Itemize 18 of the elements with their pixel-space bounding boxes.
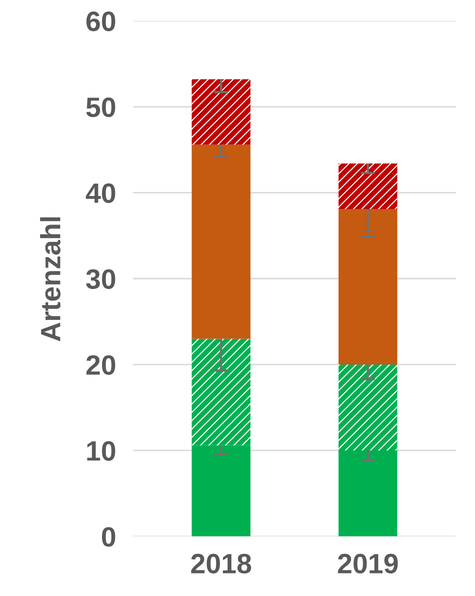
y-tick-label: 10	[87, 441, 116, 461]
y-tick-label: 20	[86, 355, 116, 375]
bar	[338, 450, 398, 536]
bar	[192, 338, 250, 446]
bar	[338, 163, 398, 210]
x-tick-label: 2018	[191, 554, 252, 574]
y-tick-label: 30	[86, 269, 116, 290]
bar	[338, 364, 398, 450]
y-axis-title: Artenzahl	[40, 217, 61, 342]
bar	[192, 144, 250, 339]
y-tick-label: 60	[86, 12, 116, 32]
y-tick-label: 40	[86, 183, 116, 204]
y-tick-label: 0	[102, 527, 116, 547]
x-tick-label: 2019	[338, 554, 398, 574]
bar	[338, 209, 398, 365]
bar	[192, 79, 250, 145]
bar	[192, 445, 250, 536]
y-tick-label: 50	[86, 97, 116, 118]
